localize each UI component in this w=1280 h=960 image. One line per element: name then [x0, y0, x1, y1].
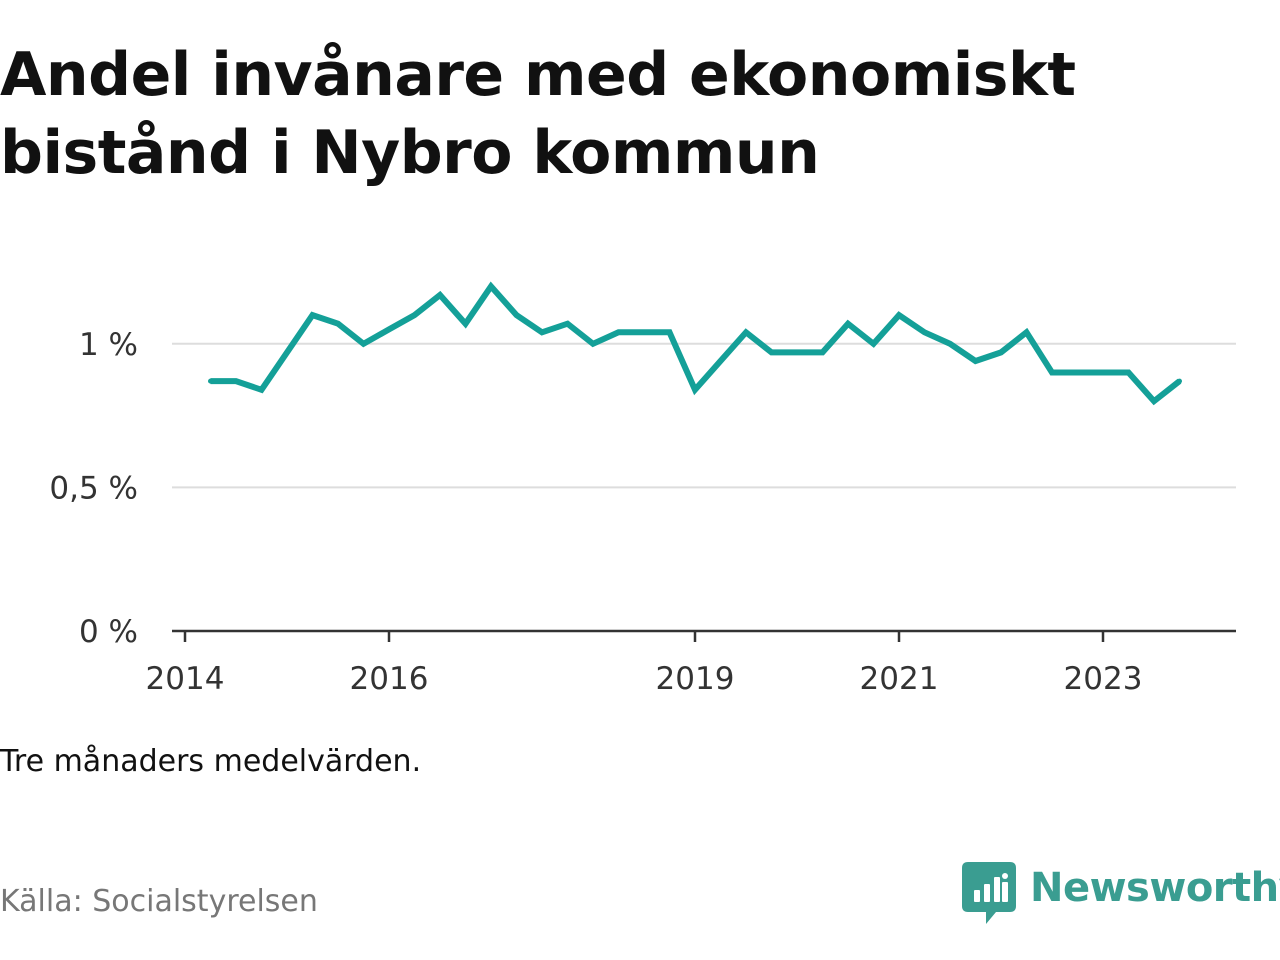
data-point — [284, 349, 290, 355]
data-point — [437, 292, 443, 298]
data-point — [820, 349, 825, 355]
gridlines — [172, 342, 1236, 489]
data-point — [667, 329, 672, 335]
x-axis — [172, 629, 1236, 642]
data-point — [998, 349, 1004, 355]
data-point — [233, 378, 239, 384]
x-axis-labels: 2014 2016 2019 2021 2023 — [146, 661, 1143, 697]
data-point — [1100, 370, 1106, 376]
data-point — [871, 341, 876, 347]
data-point — [641, 329, 647, 335]
data-point — [590, 341, 596, 347]
data-point — [1049, 370, 1055, 376]
data-point — [412, 312, 417, 318]
y-tick-label: 0 % — [79, 614, 138, 650]
newsworthy-logo: Newsworthy — [962, 862, 1280, 924]
data-point — [335, 321, 341, 327]
data-point — [718, 358, 723, 364]
y-tick-label: 1 % — [79, 327, 138, 363]
x-tick-label: 2021 — [860, 661, 939, 697]
data-point — [922, 329, 927, 335]
brand-name: Newsworthy — [1030, 865, 1280, 911]
bar-chart-bubble-icon — [962, 862, 1016, 924]
data-point — [310, 312, 315, 318]
data-point — [208, 378, 213, 384]
chart-title: Andel invånare med ekonomiskt bistånd i … — [0, 40, 1076, 188]
data-point — [769, 349, 774, 355]
chart-note: Tre månaders medelvärden. — [0, 744, 422, 779]
data-point — [1177, 378, 1182, 384]
data-point — [1075, 370, 1080, 376]
y-tick-label: 0,5 % — [49, 470, 138, 506]
data-point — [743, 329, 749, 335]
data-point — [463, 321, 468, 327]
data-point — [692, 387, 698, 393]
x-tick-label: 2014 — [146, 661, 225, 697]
data-point — [973, 358, 978, 364]
source-credit: Källa: Socialstyrelsen — [0, 884, 318, 919]
data-point — [386, 326, 392, 332]
data-point — [1126, 370, 1131, 376]
x-tick-label: 2023 — [1064, 661, 1143, 697]
data-point — [514, 312, 519, 318]
y-axis-labels: 0 % 0,5 % 1 % — [49, 327, 138, 650]
line-chart: 0 % 0,5 % 1 % 2014 2016 2019 2021 2023 — [49, 281, 1236, 697]
data-point — [947, 341, 953, 347]
data-point — [896, 312, 902, 318]
data-point — [845, 321, 851, 327]
x-tick-label: 2019 — [656, 661, 735, 697]
data-point — [1024, 329, 1029, 335]
data-point — [1151, 398, 1157, 404]
data-point — [259, 387, 264, 393]
data-point — [616, 329, 621, 335]
data-point — [794, 349, 800, 355]
series-layer — [208, 281, 1182, 406]
data-point — [361, 341, 366, 347]
data-point — [565, 321, 570, 327]
x-tick-label: 2016 — [350, 661, 429, 697]
data-point — [488, 283, 494, 289]
data-point — [539, 329, 545, 335]
